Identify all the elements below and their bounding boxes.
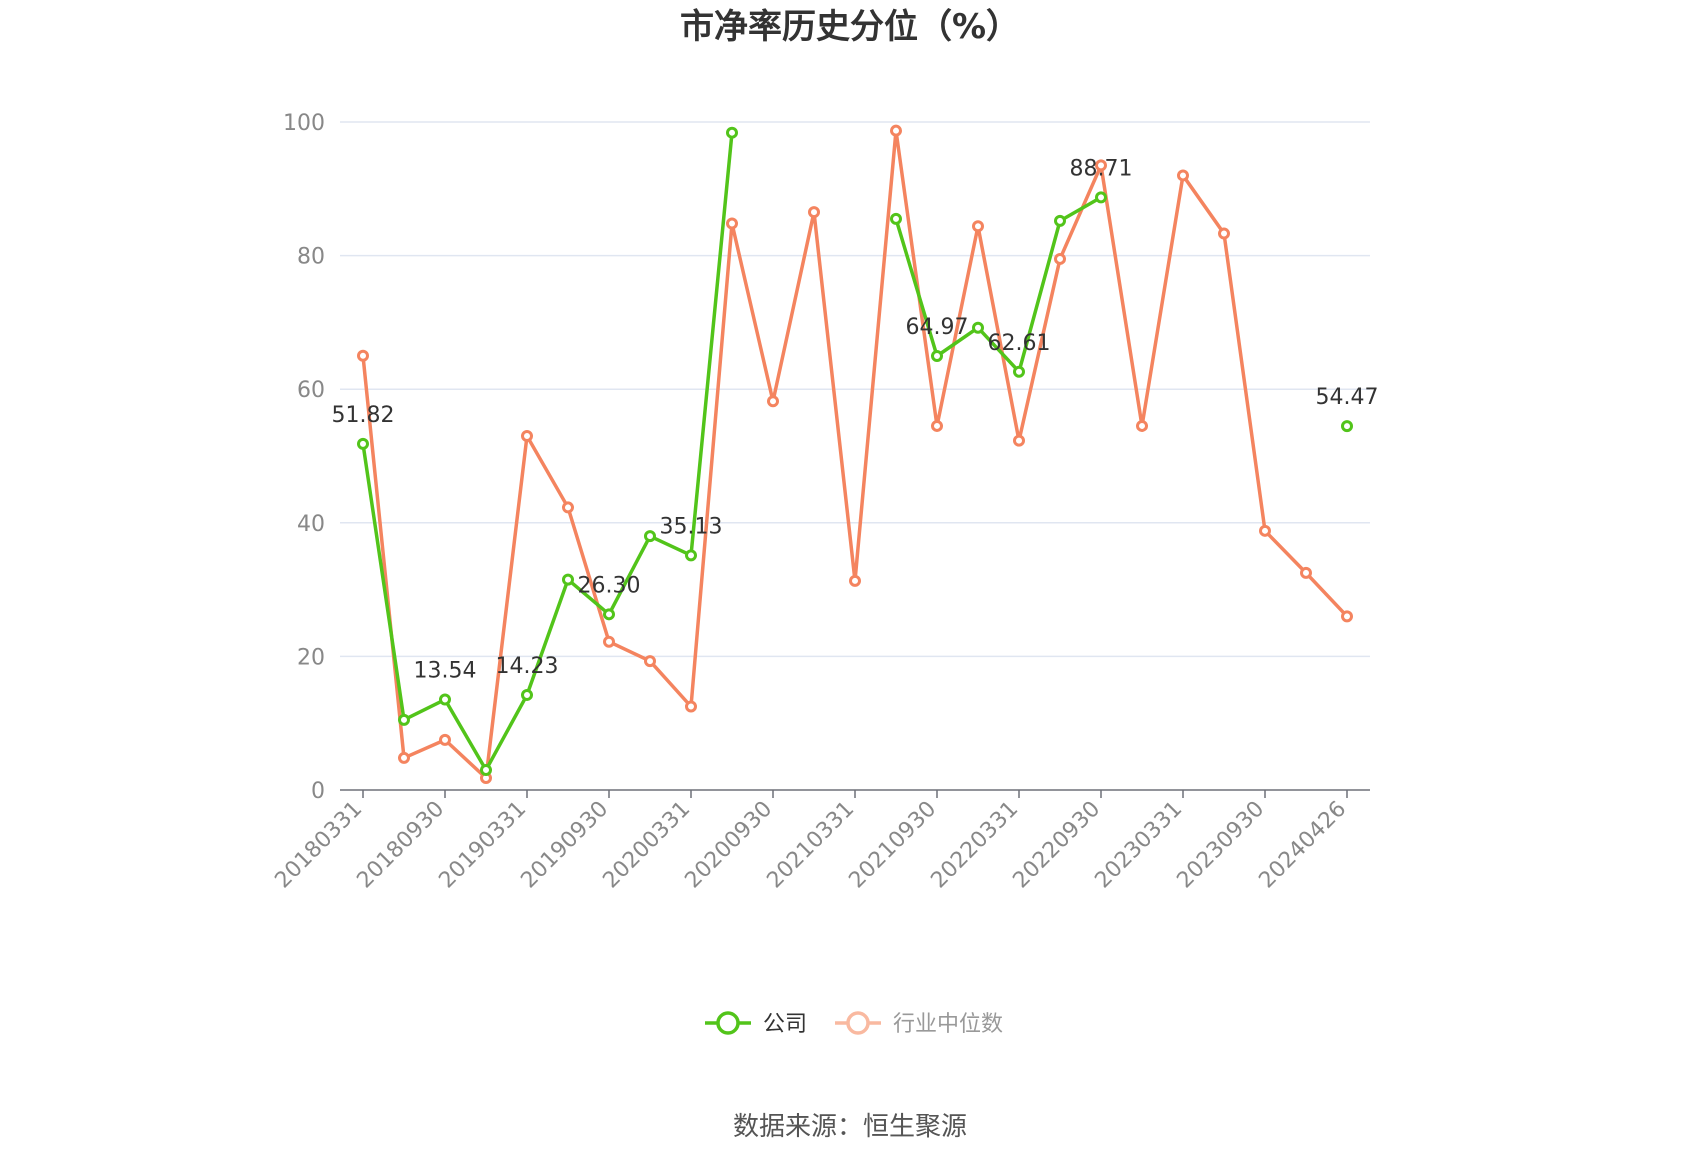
source-note: 数据来源：恒生聚源 [733,1112,967,1142]
data-point[interactable] [1013,434,1025,447]
data-point[interactable] [603,635,615,648]
x-tick-label: 20240426 [1254,797,1351,894]
data-point[interactable] [562,573,574,586]
x-tick-label: 20180930 [352,797,449,894]
data-label: 26.30 [578,573,641,598]
y-tick-label: 40 [297,512,325,537]
data-point[interactable] [726,126,738,139]
data-point[interactable] [521,429,533,442]
series-line [361,128,1349,780]
data-point[interactable] [603,608,615,621]
x-tick-label: 20220930 [1008,797,1105,894]
x-tick-label: 20200930 [680,797,777,894]
data-point[interactable] [644,655,656,668]
data-point[interactable] [562,501,574,514]
y-tick-label: 80 [297,245,325,270]
data-point[interactable] [1300,566,1312,579]
series-line [894,195,1102,374]
y-tick-label: 100 [283,111,325,136]
x-tick-label: 20200331 [598,797,695,894]
data-point[interactable] [1341,610,1353,623]
x-tick-label: 20230331 [1090,797,1187,894]
data-point[interactable] [890,124,902,137]
data-point[interactable] [1013,365,1025,378]
x-tick-label: 20190930 [516,797,613,894]
data-point[interactable] [398,751,410,764]
x-axis: 2018033120180930201903312019093020200331… [270,789,1370,894]
data-label: 62.61 [988,331,1051,356]
series-group [357,124,1353,784]
y-axis: 0 20 40 60 80 100 [283,111,325,804]
legend-label: 行业中位数 [893,1012,1003,1037]
data-point[interactable] [1259,524,1271,537]
data-point[interactable] [1095,159,1107,172]
series-0 [357,126,1353,776]
x-tick-label: 20230930 [1172,797,1269,894]
series-1 [357,124,1353,784]
data-point[interactable] [849,574,861,587]
data-point[interactable] [931,419,943,432]
y-tick-label: 20 [297,645,325,670]
data-label: 13.54 [414,659,477,684]
data-label: 54.47 [1316,385,1379,410]
legend-marker [716,1011,740,1035]
legend-label: 公司 [763,1012,807,1037]
legend-marker [846,1011,870,1035]
data-point[interactable] [439,693,451,706]
legend-item-0[interactable]: 公司 [705,1011,807,1037]
data-point[interactable] [890,212,902,225]
data-point[interactable] [1054,252,1066,265]
data-point[interactable] [767,395,779,408]
x-tick-label: 20190331 [434,797,531,894]
data-point[interactable] [1341,420,1353,433]
data-point[interactable] [808,206,820,219]
data-point[interactable] [1095,191,1107,204]
data-point[interactable] [357,349,369,362]
data-point[interactable] [972,220,984,233]
x-tick-label: 20210331 [762,797,859,894]
data-label: 35.13 [660,514,723,539]
data-point[interactable] [439,733,451,746]
x-tick-label: 20210930 [844,797,941,894]
data-point[interactable] [1136,419,1148,432]
data-point[interactable] [685,700,697,713]
data-label: 88.71 [1070,156,1133,181]
x-tick-label: 20180331 [270,797,367,894]
data-point[interactable] [521,688,533,701]
legend-item-1[interactable]: 行业中位数 [835,1011,1003,1037]
data-point[interactable] [726,217,738,230]
data-point[interactable] [972,321,984,334]
data-label: 51.82 [332,403,395,428]
y-tick-label: 0 [311,779,325,804]
data-point[interactable] [398,713,410,726]
y-tick-label: 60 [297,378,325,403]
data-label: 64.97 [906,315,969,340]
data-labels: 51.82 13.54 14.23 26.30 35.13 64.97 62.61 88.71… [332,156,1379,683]
legend[interactable]: 公司 行业中位数 [705,1011,1003,1037]
data-point[interactable] [1218,227,1230,240]
data-point[interactable] [357,437,369,450]
data-point[interactable] [1177,169,1189,182]
chart-title: 市净率历史分位（%） [680,7,1020,47]
data-label: 14.23 [496,654,559,679]
x-tick-label: 20220331 [926,797,1023,894]
data-point[interactable] [480,763,492,776]
grid-lines [340,121,1370,658]
data-point[interactable] [644,530,656,543]
data-point[interactable] [931,350,943,363]
data-point[interactable] [1054,214,1066,227]
data-point[interactable] [685,549,697,562]
series-line [361,132,734,772]
